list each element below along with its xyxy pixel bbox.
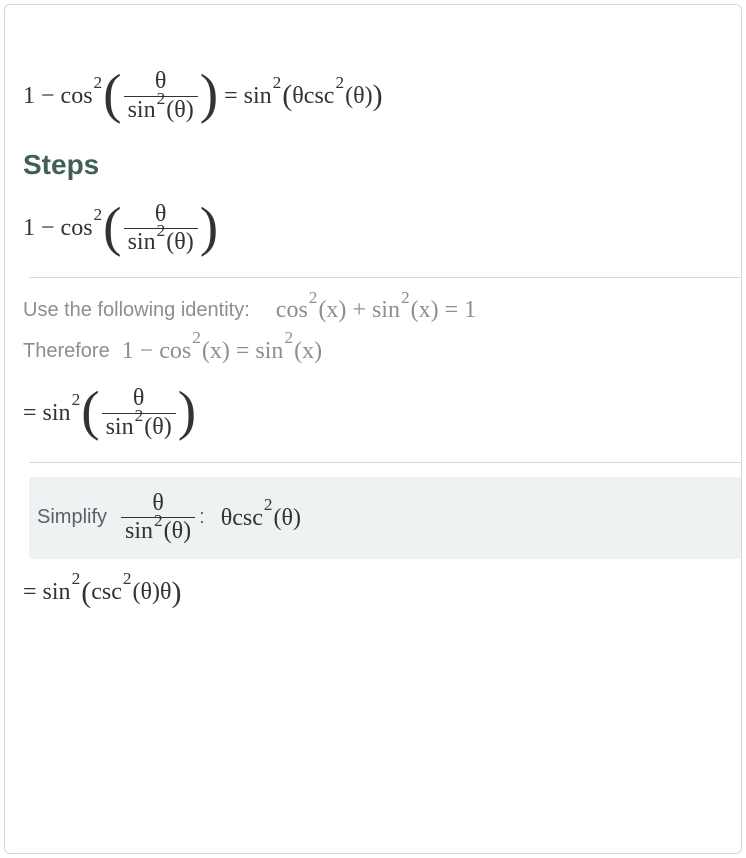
separator	[29, 277, 741, 278]
denominator: sin2(θ)	[124, 96, 198, 123]
steps-heading: Steps	[23, 149, 741, 181]
simplify-label: Simplify	[37, 506, 107, 529]
note-label: Use the following identity:	[23, 299, 250, 322]
text: sin	[244, 82, 272, 111]
step-substituted-expr: = sin 2 ( θ sin2(θ) )	[23, 380, 741, 446]
lparen: (	[103, 61, 121, 127]
final-expr: = sin 2 ( csc 2 (θ)θ )	[23, 575, 741, 611]
main-equation: 1 − cos 2 ( θ sin2(θ) ) = sin 2 ( θcsc 2…	[23, 63, 741, 129]
colon: :	[199, 506, 205, 529]
note-label: Therefore	[23, 340, 110, 363]
exponent: 2	[94, 73, 103, 94]
equals: =	[224, 82, 238, 111]
step-original-expr: 1 − cos 2 ( θ sin2(θ) )	[23, 195, 741, 261]
text: 1 − cos	[23, 82, 93, 111]
solution-panel: 1 − cos 2 ( θ sin2(θ) ) = sin 2 ( θcsc 2…	[4, 4, 742, 854]
fraction: θ sin2(θ)	[124, 69, 198, 122]
therefore-note: Therefore 1 − cos 2 (x) = sin 2 (x)	[23, 337, 741, 366]
simplify-box[interactable]: Simplify θ sin2(θ) : θcsc 2 (θ)	[29, 477, 741, 558]
identity-note: Use the following identity: cos 2 (x) + …	[23, 296, 741, 325]
rparen: )	[373, 78, 383, 114]
exponent: 2	[273, 73, 282, 94]
separator	[29, 462, 741, 463]
lparen: (	[282, 78, 292, 114]
rparen: )	[200, 61, 218, 127]
